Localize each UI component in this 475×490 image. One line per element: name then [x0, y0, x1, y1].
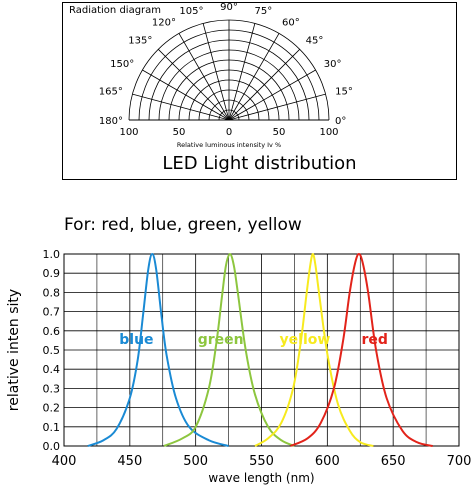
spectrum-chart: 0.0 0.1 0.2 0.3 0.4 0.5 0.6 0.7 0.8 0.9 1.0 400 450 5…	[6, 248, 472, 485]
radiation-caption: LED Light distribution	[162, 153, 357, 174]
x-tick-label: 500	[183, 454, 208, 469]
series-line-red	[290, 252, 433, 447]
x-tick-label: 450	[117, 454, 142, 469]
polar-angle-label: 150°	[110, 59, 134, 70]
y-tick-label: 0.3	[43, 382, 61, 395]
series-label-red: red	[362, 332, 388, 348]
polar-spoke	[228, 93, 326, 121]
y-tick-label: 0.7	[43, 306, 61, 319]
y-tick-label: 0.0	[43, 440, 61, 453]
y-axis-label: relative inten sity	[6, 289, 22, 411]
polar-intensity-label: Relative luminous intensity Iv %	[177, 141, 281, 149]
polar-spoke	[178, 33, 230, 121]
polar-spoke	[132, 93, 230, 121]
radiation-diagram-box: Radiation diagram 0° 15° 30° 45° 60° 75° 90° 10…	[62, 2, 457, 180]
radiation-diagram-title: Radiation diagram	[69, 5, 162, 16]
y-tick-label: 0.5	[43, 344, 61, 357]
polar-spoke	[228, 33, 280, 121]
polar-spoke	[228, 23, 256, 121]
polar-axis-label: 50	[273, 127, 286, 138]
y-tick-label: 0.2	[43, 402, 61, 415]
polar-angle-label: 135°	[128, 35, 152, 46]
polar-spoke	[202, 23, 230, 121]
colors-caption: For: red, blue, green, yellow	[64, 215, 302, 235]
x-tick-label: 600	[315, 454, 340, 469]
polar-angle-label: 0°	[335, 116, 346, 127]
polar-angle-label: 60°	[282, 17, 300, 28]
y-tick-label: 0.6	[43, 325, 61, 338]
polar-angle-label: 75°	[255, 6, 273, 17]
plot-frame	[63, 253, 460, 447]
y-tick-label: 1.0	[43, 248, 61, 261]
x-axis-label: wave length (nm)	[208, 471, 314, 485]
y-tick-label: 0.4	[43, 363, 61, 376]
polar-axis-label: 50	[173, 127, 186, 138]
x-tick-label: 700	[447, 454, 472, 469]
polar-angle-label: 105°	[179, 6, 203, 17]
polar-angle-label: 120°	[152, 17, 176, 28]
series-label-blue: blue	[119, 332, 153, 348]
series-line-blue	[87, 252, 229, 447]
radiation-diagram: 0° 15° 30° 45° 60° 75° 90° 105°120°135° 150° 165°…	[99, 3, 353, 149]
polar-axis-label: 100	[319, 127, 338, 138]
y-tick-label: 0.8	[43, 286, 61, 299]
polar-spoke	[228, 69, 316, 121]
polar-spoke	[142, 69, 230, 121]
series-line-green	[163, 252, 295, 447]
x-tick-label: 400	[52, 454, 77, 469]
polar-axis-label: 0	[226, 127, 232, 138]
y-tick-label: 0.9	[43, 267, 61, 280]
polar-angle-label: 15°	[335, 86, 353, 97]
series-label-yellow: yellow	[280, 332, 331, 348]
polar-spoke	[158, 49, 230, 121]
polar-spoke	[228, 49, 300, 121]
series-label-green: green	[198, 332, 244, 348]
polar-angle-label: 90°	[220, 3, 238, 13]
series-line-yellow	[254, 252, 374, 447]
polar-angle-label: 165°	[99, 86, 123, 97]
polar-angle-label: 180°	[99, 116, 123, 127]
x-tick-label: 550	[249, 454, 274, 469]
x-tick-label: 650	[381, 454, 406, 469]
polar-angle-label: 45°	[306, 35, 324, 46]
polar-angle-label: 30°	[324, 59, 342, 70]
polar-axis-label: 100	[119, 127, 138, 138]
y-tick-label: 0.1	[43, 421, 61, 434]
